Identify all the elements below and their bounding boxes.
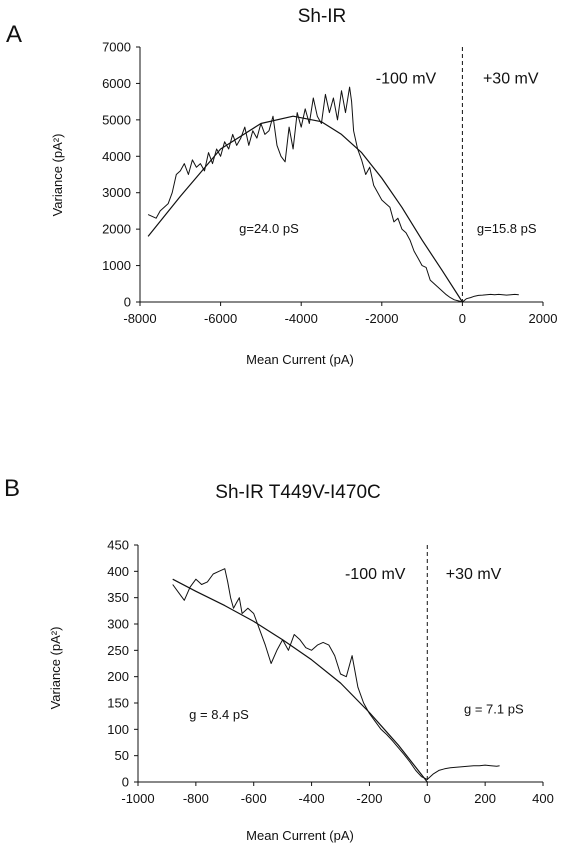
panel-a-title: Sh-IR — [298, 6, 347, 27]
panel-b-y-tick-label: 0 — [122, 775, 129, 790]
panel-a-y-tick-label: 6000 — [102, 76, 131, 91]
panel-b-x-tick-label: -1000 — [121, 791, 154, 806]
panel-b-x-tick-label: 200 — [474, 791, 496, 806]
panel-a-y-tick-label: 7000 — [102, 40, 131, 55]
panel-a-series-fit-line — [147, 115, 463, 303]
panel-b-y-tick-label: 50 — [115, 748, 129, 763]
panel-a-annotation: g=15.8 pS — [477, 221, 537, 236]
panel-b-y-tick-label: 250 — [107, 643, 129, 658]
panel-a-y-tick-label: 1000 — [102, 258, 131, 273]
panel-b-x-tick-label: -600 — [241, 791, 267, 806]
panel-b-plot: 0 50 100 150 200 250 300 350 400 450 -1000 -800 -600… — [107, 538, 554, 807]
panel-b-y-tick-label: 300 — [107, 617, 129, 632]
panel-a-ylabel: Variance (pA²) — [50, 134, 65, 217]
panel-b-xlabel: Mean Current (pA) — [246, 828, 354, 843]
panel-b-x-tick-label: -800 — [183, 791, 209, 806]
panel-a-series-data-line — [147, 86, 519, 303]
panel-a-x-tick-label: -2000 — [365, 311, 398, 326]
panel-a-y-tick-label: 5000 — [102, 112, 131, 127]
panel-b-series-fit-line — [172, 578, 428, 783]
panel-a-x-tick-label: 0 — [459, 311, 466, 326]
panel-b-x-tick-label: -400 — [299, 791, 325, 806]
panel-b-annotation: g = 7.1 pS — [464, 702, 524, 717]
panel-b-y-tick-label: 400 — [107, 564, 129, 579]
panel-b-y-tick-label: 150 — [107, 696, 129, 711]
panel-a-y-tick-label: 0 — [124, 295, 131, 310]
panel-a-x-tick-label: -4000 — [285, 311, 318, 326]
panel-b-annotation: +30 mV — [446, 566, 502, 583]
panel-b-x-tick-label: -200 — [356, 791, 382, 806]
panel-b-annotation: g = 8.4 pS — [189, 707, 249, 722]
panel-a-annotation: -100 mV — [376, 70, 437, 87]
panel-b-y-tick-label: 350 — [107, 590, 129, 605]
panel-b-x-tick-label: 400 — [532, 791, 554, 806]
panel-a-label: A — [6, 21, 22, 48]
panel-b-title: Sh-IR T449V-I470C — [215, 482, 380, 503]
panel-b-x-tick-label: 0 — [424, 791, 431, 806]
panel-a-x-tick-label: -6000 — [204, 311, 237, 326]
panel-a-x-tick-label: -8000 — [123, 311, 156, 326]
panel-b-series-data-line — [172, 568, 500, 780]
panel-a-y-tick-label: 2000 — [102, 222, 131, 237]
panel-a-y-tick-label: 4000 — [102, 149, 131, 164]
panel-b-label: B — [4, 475, 20, 502]
panel-b-y-tick-label: 200 — [107, 669, 129, 684]
panel-a-y-tick-label: 3000 — [102, 185, 131, 200]
panel-a-plot: 0 1000 2000 3000 4000 5000 6000 7000 -8000 -6000 -… — [102, 40, 557, 327]
panel-b-y-tick-label: 450 — [107, 538, 129, 553]
panel-a-xlabel: Mean Current (pA) — [246, 352, 354, 367]
panel-b-y-tick-label: 100 — [107, 722, 129, 737]
panel-a-annotation: g=24.0 pS — [239, 221, 299, 236]
panel-b-annotation: -100 mV — [345, 566, 406, 583]
panel-a-x-tick-label: 2000 — [529, 311, 558, 326]
panel-b-ylabel: Variance (pA²) — [48, 627, 63, 710]
panel-a-annotation: +30 mV — [483, 70, 539, 87]
